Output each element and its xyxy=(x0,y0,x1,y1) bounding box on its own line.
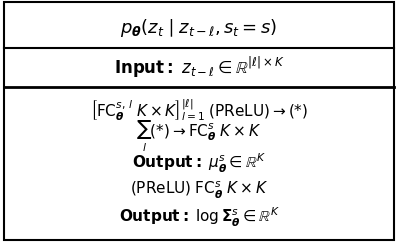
Text: $p_{\boldsymbol{\theta}}\left(z_t \mid z_{t-\ell}, s_t = s\right)$: $p_{\boldsymbol{\theta}}\left(z_t \mid z… xyxy=(121,17,277,39)
Text: $\sum_l (*) \rightarrow \mathrm{FC}_{\boldsymbol{\theta}}^{s}\; K \times K$: $\sum_l (*) \rightarrow \mathrm{FC}_{\bo… xyxy=(137,120,261,154)
Text: $(\mathrm{PReLU})\; \mathrm{FC}_{\boldsymbol{\theta}}^{s}\; K \times K$: $(\mathrm{PReLU})\; \mathrm{FC}_{\boldsy… xyxy=(130,180,268,201)
Text: $\mathbf{Input:}\; z_{t-\ell} \in \mathbb{R}^{|\ell| \times K}$: $\mathbf{Input:}\; z_{t-\ell} \in \mathb… xyxy=(113,55,285,80)
Text: $\left[\mathrm{FC}_{\boldsymbol{\theta}}^{s,\,l}\; K \times K\right]_{l=1}^{|\el: $\left[\mathrm{FC}_{\boldsymbol{\theta}}… xyxy=(90,97,308,123)
FancyBboxPatch shape xyxy=(4,2,394,240)
Text: $\mathbf{Output:}\; \log \boldsymbol{\Sigma}_{\boldsymbol{\theta}}^{s} \in \math: $\mathbf{Output:}\; \log \boldsymbol{\Si… xyxy=(119,206,279,229)
Text: $\mathbf{Output:}\; \mu_{\boldsymbol{\theta}}^{s} \in \mathbb{R}^{K}$: $\mathbf{Output:}\; \mu_{\boldsymbol{\th… xyxy=(132,152,266,175)
